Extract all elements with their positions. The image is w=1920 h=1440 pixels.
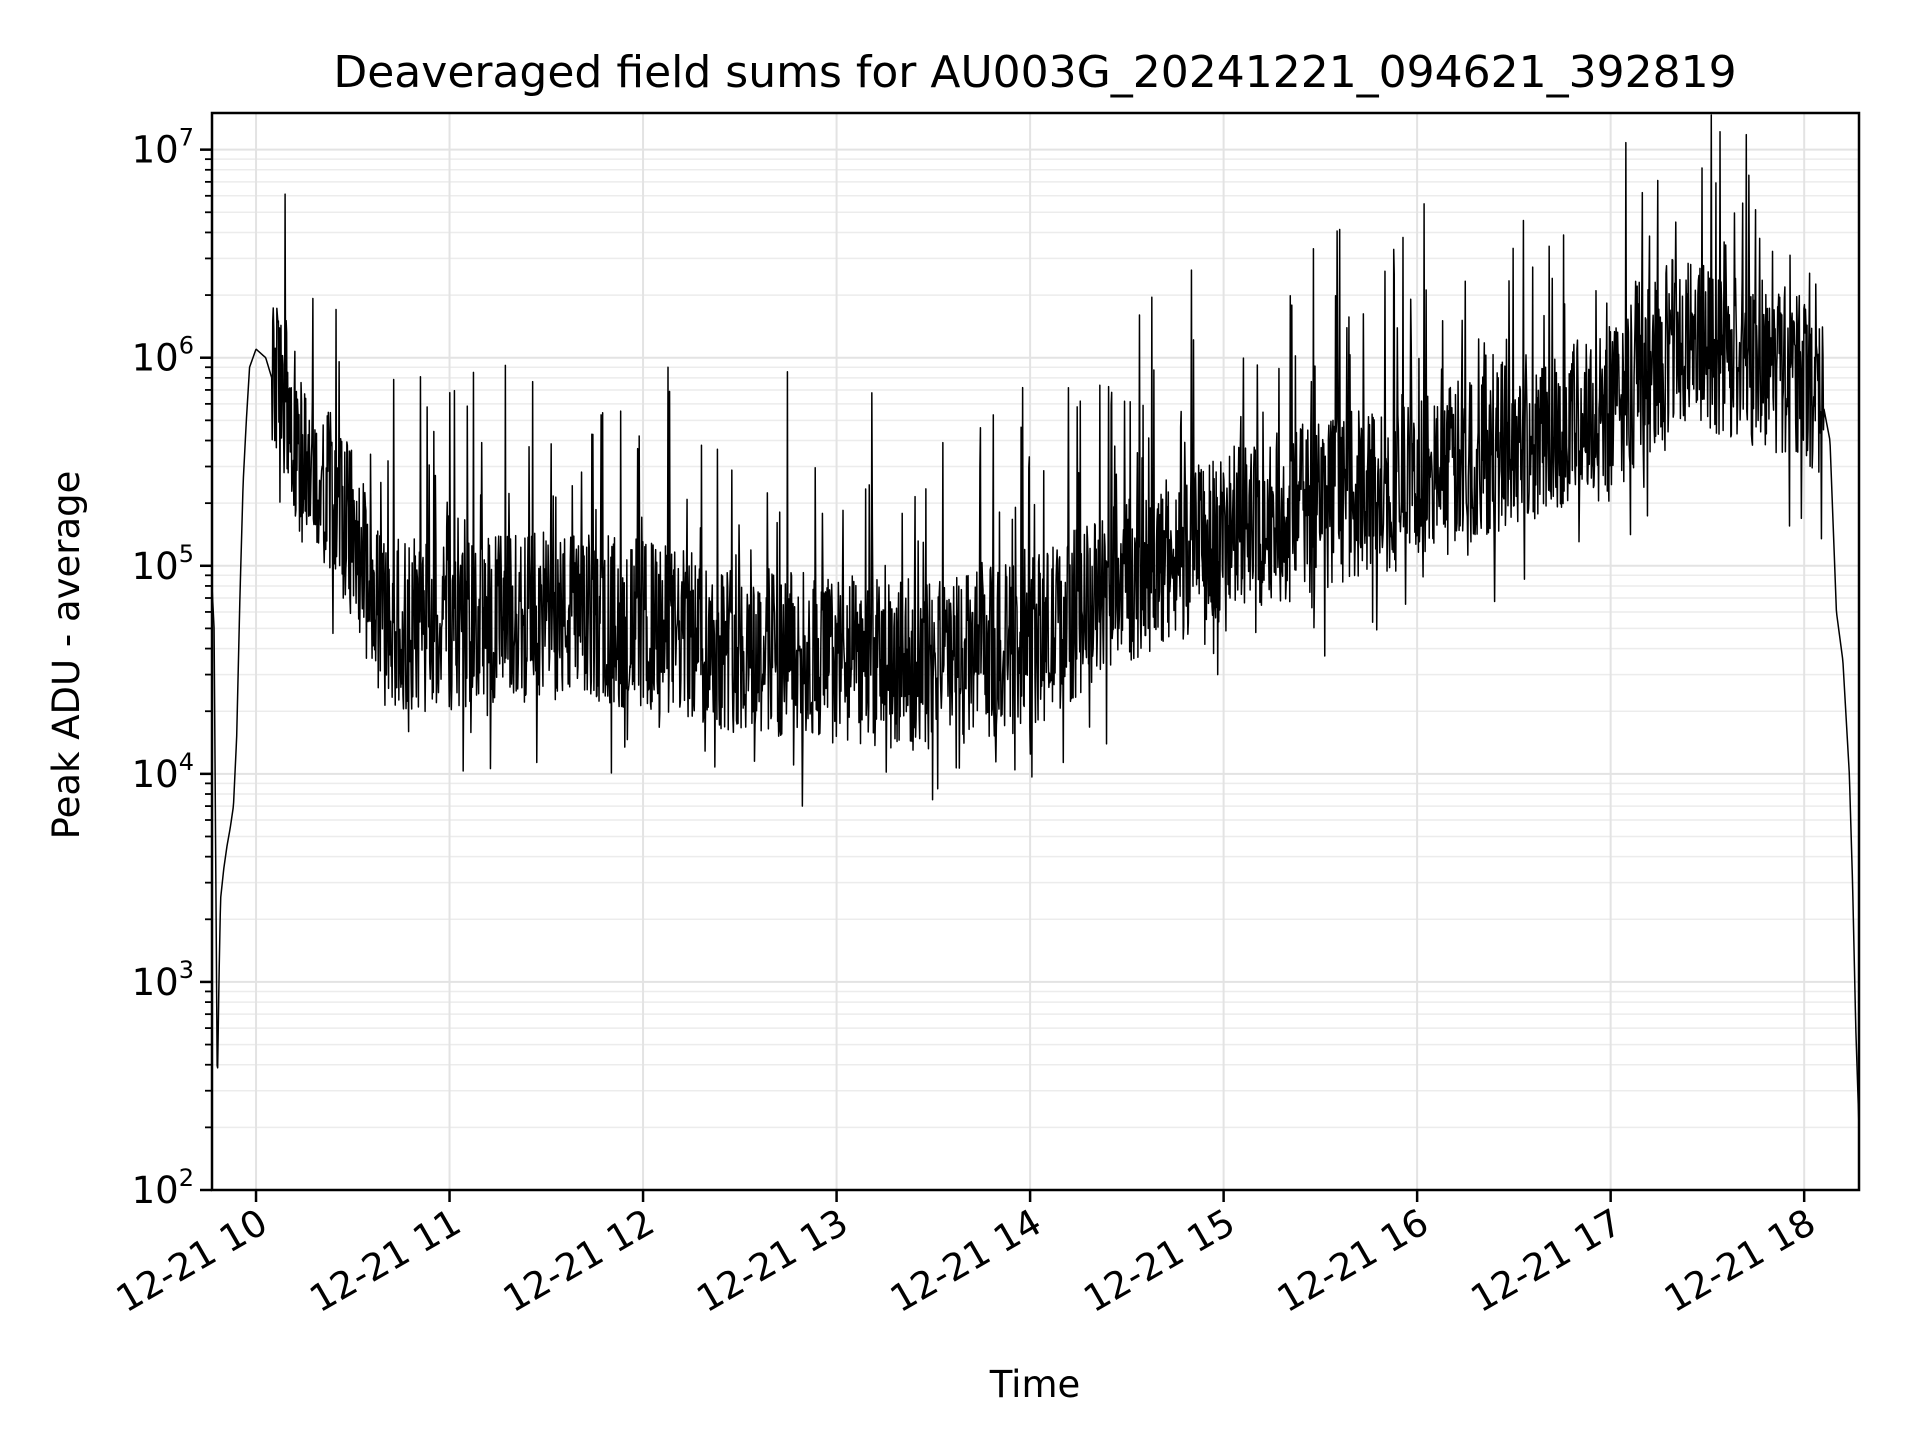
y-tick-label: 106 [132, 332, 194, 380]
y-tick-exponent: 4 [179, 748, 194, 776]
y-tick-exponent: 5 [179, 540, 194, 568]
y-tick-label: 105 [132, 540, 194, 588]
x-tick-label: 12-21 12 [496, 1201, 662, 1321]
y-tick-exponent: 6 [179, 332, 194, 360]
x-tick-label: 12-21 10 [109, 1201, 275, 1321]
x-tick-label: 12-21 16 [1270, 1201, 1436, 1321]
y-tick-base: 10 [132, 753, 179, 796]
y-tick-base: 10 [132, 545, 179, 588]
grid [212, 113, 1859, 1191]
x-tick-label: 12-21 17 [1464, 1201, 1630, 1321]
x-tick-label: 12-21 14 [883, 1201, 1049, 1321]
x-tick-label: 12-21 15 [1077, 1201, 1243, 1321]
y-tick-base: 10 [132, 1169, 179, 1212]
y-tick-base: 10 [132, 129, 179, 172]
plot-frame [210, 111, 1861, 1192]
y-tick-label: 102 [132, 1164, 194, 1212]
y-tick-label: 104 [132, 748, 194, 796]
y-axis-label: Peak ADU - average [45, 471, 88, 840]
series-layer [211, 114, 1860, 1128]
x-tick-label: 12-21 18 [1657, 1201, 1823, 1321]
series-line [211, 114, 1860, 1128]
y-tick-exponent: 3 [179, 956, 194, 984]
y-tick-base: 10 [132, 337, 179, 380]
chart-title: Deaveraged field sums for AU003G_2024122… [333, 47, 1736, 98]
x-tick-label: 12-21 11 [302, 1201, 468, 1321]
x-tick-label: 12-21 13 [690, 1201, 856, 1321]
x-axis-label: Time [989, 1363, 1081, 1406]
y-tick-base: 10 [132, 961, 179, 1004]
y-tick-exponent: 2 [179, 1164, 194, 1192]
y-tick-label: 103 [132, 956, 194, 1004]
y-tick-exponent: 7 [179, 124, 194, 152]
y-tick-label: 107 [132, 124, 194, 172]
